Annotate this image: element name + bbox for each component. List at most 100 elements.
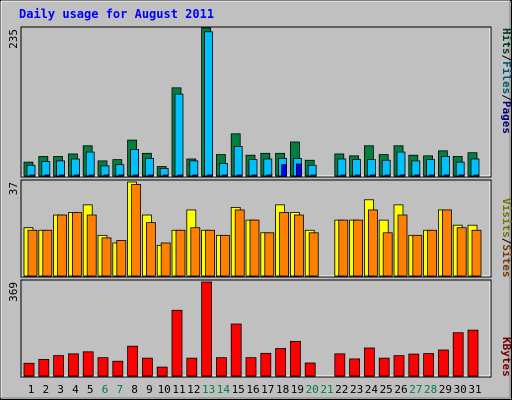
bar-files-day-28 (426, 159, 436, 177)
bar-pages-day-26 (399, 174, 406, 177)
bar-kbytes-day-2 (38, 359, 50, 377)
x-tick-label-day-17: 17 (261, 383, 274, 396)
x-tick-label-day-24: 24 (365, 383, 379, 396)
bar-sites-day-27 (412, 234, 423, 277)
bar-sites-day-28 (427, 229, 438, 277)
x-tick-label-day-23: 23 (350, 383, 363, 396)
bar-sites-day-26 (397, 214, 408, 277)
bar-files-day-6 (100, 165, 110, 177)
bar-files-day-3 (56, 160, 65, 177)
bar-sites-day-7 (116, 240, 127, 277)
panel-hits-legend: Hits/Files/Pages (500, 28, 512, 134)
bar-sites-day-31 (471, 229, 482, 277)
legend-visits: Visits (500, 198, 512, 238)
bar-kbytes-day-27 (408, 353, 420, 377)
chart-title: Daily usage for August 2011 (19, 7, 214, 21)
bar-files-day-16 (248, 159, 258, 177)
panel-kbytes-bars (23, 281, 479, 377)
bar-files-day-11 (174, 93, 184, 177)
bar-sites-day-2 (42, 229, 53, 277)
bar-pages-day-18 (281, 164, 288, 177)
bar-files-day-4 (71, 158, 80, 177)
bar-files-day-29 (440, 156, 450, 177)
legend-separator: / (500, 55, 512, 62)
bar-kbytes-day-29 (437, 349, 449, 377)
bar-files-day-25 (381, 159, 391, 177)
bar-sites-day-14 (219, 234, 230, 277)
x-tick-label-day-10: 10 (158, 383, 171, 396)
bar-kbytes-day-10 (156, 366, 168, 377)
bar-kbytes-day-12 (186, 357, 198, 377)
bar-pages-day-3 (59, 174, 65, 177)
panel-visits-bars (23, 181, 482, 277)
bar-sites-day-3 (57, 214, 67, 277)
x-tick-label-day-18: 18 (276, 383, 289, 396)
bar-files-day-2 (41, 161, 51, 177)
bar-pages-day-15 (236, 174, 243, 177)
bar-files-day-24 (366, 159, 376, 177)
bar-sites-day-12 (190, 227, 201, 277)
bar-sites-day-18 (279, 212, 290, 277)
bar-pages-day-14 (221, 174, 228, 177)
bar-files-day-15 (233, 145, 243, 177)
bar-sites-day-9 (145, 222, 156, 277)
bar-sites-day-30 (456, 227, 467, 277)
bar-pages-day-12 (192, 174, 199, 177)
panel-hits-bars (23, 27, 480, 177)
legend-text: Hits/Files/Pages (500, 28, 512, 134)
bar-pages-day-13 (207, 174, 214, 177)
x-tick-label-day-1: 1 (28, 383, 35, 396)
bar-kbytes-day-8 (127, 345, 138, 377)
x-tick-label-day-14: 14 (217, 383, 231, 396)
bar-sites-day-24 (367, 209, 378, 277)
x-tick-label-day-5: 5 (87, 383, 94, 396)
legend-separator: / (500, 94, 512, 101)
panel-hits: 235 Hits/Files/Pages (7, 26, 512, 178)
panel-hits-area (20, 26, 492, 178)
bar-kbytes-day-31 (467, 329, 479, 377)
bar-sites-day-15 (234, 209, 245, 277)
bar-pages-day-17 (266, 174, 273, 177)
panel-kbytes-legend: KBytes (500, 337, 512, 377)
legend-hits: Hits (500, 28, 512, 55)
bar-sites-day-20 (308, 232, 319, 277)
bar-pages-day-30 (458, 174, 465, 177)
bar-pages-day-23 (355, 174, 362, 177)
panel-visits-legend: Visits/Sites (500, 198, 512, 278)
bar-sites-day-25 (382, 232, 393, 277)
x-tick-label-day-2: 2 (42, 383, 49, 396)
panel-visits-max-label: 37 (7, 182, 20, 195)
bar-sites-day-1 (27, 229, 38, 277)
x-tick-label-day-30: 30 (454, 383, 467, 396)
x-tick-label-day-13: 13 (202, 383, 215, 396)
bar-kbytes-day-6 (97, 357, 109, 377)
x-axis-day-labels: 1 2 3 4 5 6 7 8 9 10 11 12 13 14 15 16 17 18 19 20 21 22 23 24 2… (28, 383, 482, 396)
x-tick-label-day-29: 29 (439, 383, 452, 396)
bar-files-day-14 (218, 163, 228, 177)
x-tick-label-day-15: 15 (232, 383, 245, 396)
bar-files-day-23 (352, 159, 362, 177)
bar-pages-day-22 (340, 174, 347, 177)
bar-sites-day-6 (101, 237, 112, 277)
bar-sites-day-17 (264, 232, 275, 277)
bar-kbytes-day-17 (260, 352, 272, 377)
bar-pages-day-16 (251, 174, 258, 177)
panel-hits-max-label: 235 (7, 29, 20, 49)
panel-kbytes-max-label: 369 (7, 282, 20, 302)
x-tick-label-day-16: 16 (246, 383, 259, 396)
bar-sites-day-29 (441, 209, 452, 277)
bar-pages-day-2 (44, 174, 51, 177)
x-tick-label-day-19: 19 (291, 383, 304, 396)
x-tick-label-day-8: 8 (131, 383, 138, 396)
bar-pages-day-1 (29, 174, 36, 177)
bar-pages-day-25 (384, 174, 391, 177)
bar-pages-day-19 (295, 163, 302, 177)
bar-sites-day-16 (249, 219, 260, 277)
x-tick-label-day-20: 20 (306, 383, 319, 396)
x-tick-label-day-12: 12 (187, 383, 200, 396)
bar-kbytes-day-23 (349, 358, 361, 377)
bar-kbytes-day-4 (68, 353, 79, 377)
panel-kbytes: 369 KBytes (7, 279, 512, 378)
bar-files-day-13 (204, 31, 214, 177)
bar-files-day-30 (455, 161, 465, 177)
